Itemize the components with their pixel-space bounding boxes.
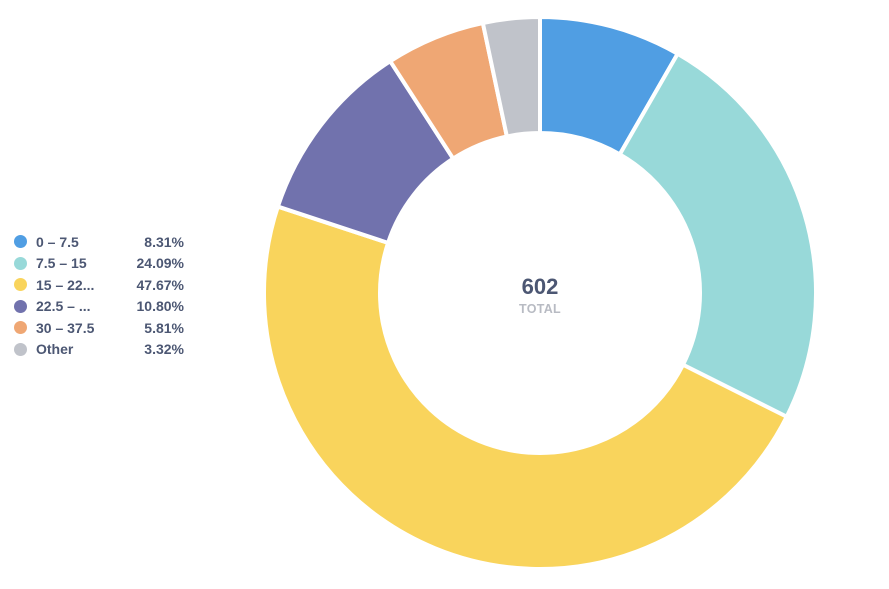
legend-percent: 24.09%: [136, 255, 184, 272]
legend-label: 30 – 37.5: [36, 319, 95, 336]
legend-dot: [14, 299, 27, 313]
donut-slice[interactable]: [262, 204, 789, 571]
total-caption: TOTAL: [519, 302, 561, 316]
legend-item[interactable]: 7.5 – 15 24.09%: [14, 253, 184, 275]
donut-slice[interactable]: [480, 15, 542, 139]
legend-item[interactable]: Other 3.32%: [14, 339, 184, 361]
donut-slice[interactable]: [617, 51, 818, 419]
legend-percent: 8.31%: [144, 233, 184, 250]
legend-dot: [14, 342, 27, 356]
legend-dot: [14, 256, 27, 270]
legend-label: 15 – 22...: [36, 276, 95, 293]
legend-item[interactable]: 30 – 37.5 5.81%: [14, 317, 184, 339]
legend-percent: 47.67%: [136, 276, 184, 293]
legend-label: Other: [36, 341, 74, 358]
legend-item[interactable]: 0 – 7.5 8.31%: [14, 231, 184, 253]
legend-item[interactable]: 22.5 – ... 10.80%: [14, 296, 184, 318]
legend-dot: [14, 321, 27, 335]
legend-dot: [14, 235, 27, 249]
legend-dot: [14, 278, 27, 292]
legend-percent: 10.80%: [136, 298, 184, 315]
legend-label: 0 – 7.5: [36, 233, 79, 250]
chart-legend: 0 – 7.5 8.31% 7.5 – 15 24.09% 15 – 22...…: [14, 231, 184, 360]
total-value: 602: [522, 274, 559, 299]
legend-item[interactable]: 15 – 22... 47.67%: [14, 274, 184, 296]
legend-label: 7.5 – 15: [36, 255, 87, 272]
legend-label: 22.5 – ...: [36, 298, 91, 315]
legend-percent: 5.81%: [144, 319, 184, 336]
legend-percent: 3.32%: [144, 341, 184, 358]
donut-slices: [262, 15, 818, 571]
